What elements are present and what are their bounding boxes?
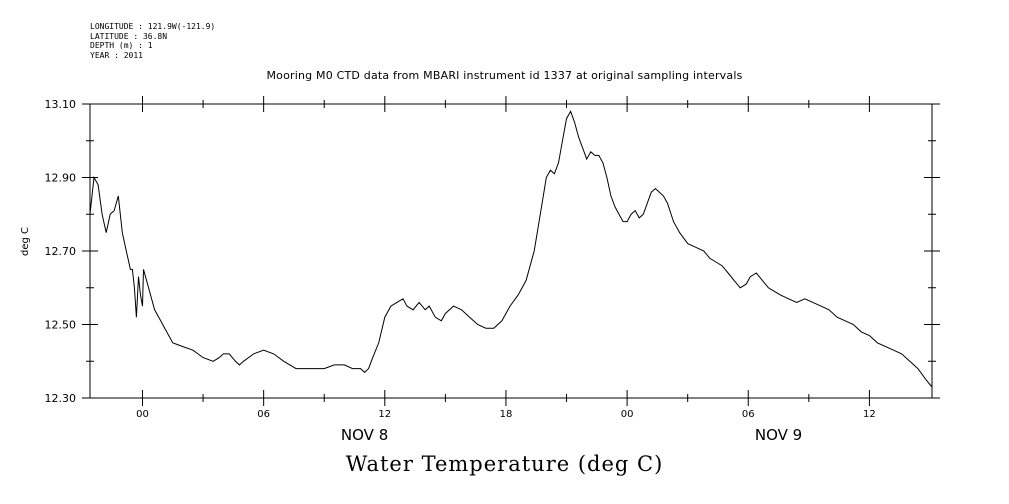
variable-title: Water Temperature (deg C)	[345, 452, 664, 476]
x-tick-label: 12	[378, 409, 391, 420]
x-tick-label: 06	[742, 409, 755, 420]
date-label: NOV 8	[341, 426, 388, 444]
latitude-label: LATITUDE : 36.8N	[90, 31, 168, 41]
y-tick-label: 12.30	[45, 392, 77, 405]
date-label: NOV 9	[755, 426, 802, 444]
y-tick-label: 13.10	[45, 98, 77, 111]
chart-title: Mooring M0 CTD data from MBARI instrumen…	[266, 69, 743, 82]
axis-ticks	[82, 96, 940, 406]
y-tick-label: 12.50	[45, 319, 77, 332]
x-tick-label: 18	[500, 409, 513, 420]
year-label: YEAR : 2011	[90, 50, 143, 60]
x-tick-label: 00	[136, 409, 149, 420]
axis-tick-labels: 12.30 12.50 12.70 12.90 13.10 00 06 12 18 00 06 12 N…	[45, 98, 876, 444]
plot-frame	[89, 103, 933, 399]
x-tick-label: 12	[863, 409, 876, 420]
station-metadata: LONGITUDE : 121.9W(-121.9) LATITUDE : 36.…	[90, 22, 215, 60]
y-tick-label: 12.70	[45, 245, 77, 258]
temperature-series-line	[89, 110, 933, 388]
depth-label: DEPTH (m) : 1	[90, 41, 153, 51]
x-tick-label: 06	[257, 409, 270, 420]
longitude-label: LONGITUDE : 121.9W(-121.9)	[90, 22, 216, 31]
x-tick-label: 00	[621, 409, 634, 420]
y-tick-label: 12.90	[45, 172, 77, 185]
